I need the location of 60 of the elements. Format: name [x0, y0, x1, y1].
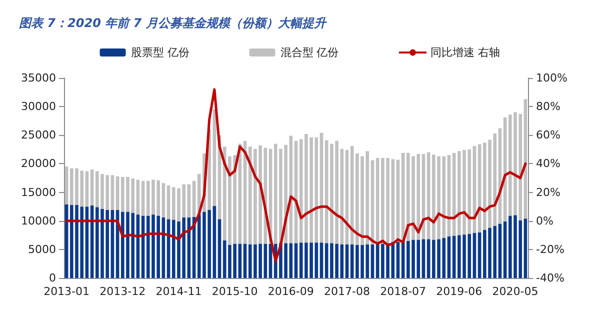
y-tick-label: 15000: [21, 186, 56, 199]
x-tick-label: 2014-11: [156, 285, 202, 298]
x-tick-label: 2015-10: [212, 285, 258, 298]
bar: [396, 242, 400, 278]
x-tick-label: 2020-05: [492, 285, 538, 298]
bar: [498, 224, 502, 278]
y-tick-label: 35000: [21, 72, 56, 84]
bar: [524, 218, 528, 278]
x-tick-label: 2018-07: [380, 285, 426, 298]
y2-tick-label: 20%: [536, 186, 560, 199]
y2-tick-label: 100%: [536, 72, 568, 84]
bar: [187, 184, 191, 218]
x-tick-label: 2013-12: [100, 285, 146, 298]
bar: [243, 244, 247, 278]
y2-tick-label: 60%: [536, 128, 560, 142]
bar: [472, 232, 476, 278]
bar: [90, 169, 94, 206]
bar: [447, 236, 451, 278]
x-tick-label: 2017-08: [324, 285, 370, 298]
bar: [503, 221, 507, 278]
y2-tick-label: 40%: [536, 157, 560, 170]
bar: [218, 219, 222, 278]
legend-label: 股票型 亿份: [130, 46, 190, 59]
bar: [110, 175, 114, 210]
bar: [426, 239, 430, 278]
bar: [422, 239, 426, 278]
bar: [64, 166, 68, 204]
bar: [350, 244, 354, 278]
bar: [85, 171, 89, 207]
y2-tick-label: -20%: [536, 242, 564, 256]
y-tick-label: 10000: [21, 214, 56, 228]
bar: [345, 244, 349, 278]
bar: [320, 242, 324, 278]
chart-title: 图表 7：2020 年前 7 月公募基金规模（份额）大幅提升: [19, 16, 328, 30]
bar: [294, 243, 298, 278]
y-tick-label: 20000: [21, 157, 56, 170]
line-series: [65, 88, 527, 262]
y-tick-label: 5000: [28, 242, 56, 256]
bar: [212, 206, 216, 278]
bar: [238, 244, 242, 278]
bar: [162, 183, 166, 218]
y2-tick-label: -40%: [536, 272, 564, 284]
bar: [136, 180, 140, 215]
x-tick-label: 2016-09: [268, 285, 314, 298]
y-tick-label: 0: [49, 272, 56, 284]
bar: [478, 232, 482, 278]
bar: [452, 236, 456, 278]
bar: [166, 185, 170, 220]
bar: [141, 180, 145, 216]
bar: [192, 180, 196, 217]
y2-tick-label: 80%: [536, 100, 560, 114]
y-tick-label: 30000: [21, 100, 56, 114]
bar: [116, 176, 120, 210]
legend-label: 混合型 亿份: [280, 46, 339, 59]
y2-tick-label: 0%: [536, 214, 554, 228]
bar: [370, 244, 374, 278]
y-tick-label: 25000: [21, 128, 56, 142]
legend-label: 同比增速 右轴: [430, 46, 500, 59]
x-tick-label: 2019-06: [436, 285, 482, 298]
x-tick-label: 2013-01: [44, 285, 90, 298]
